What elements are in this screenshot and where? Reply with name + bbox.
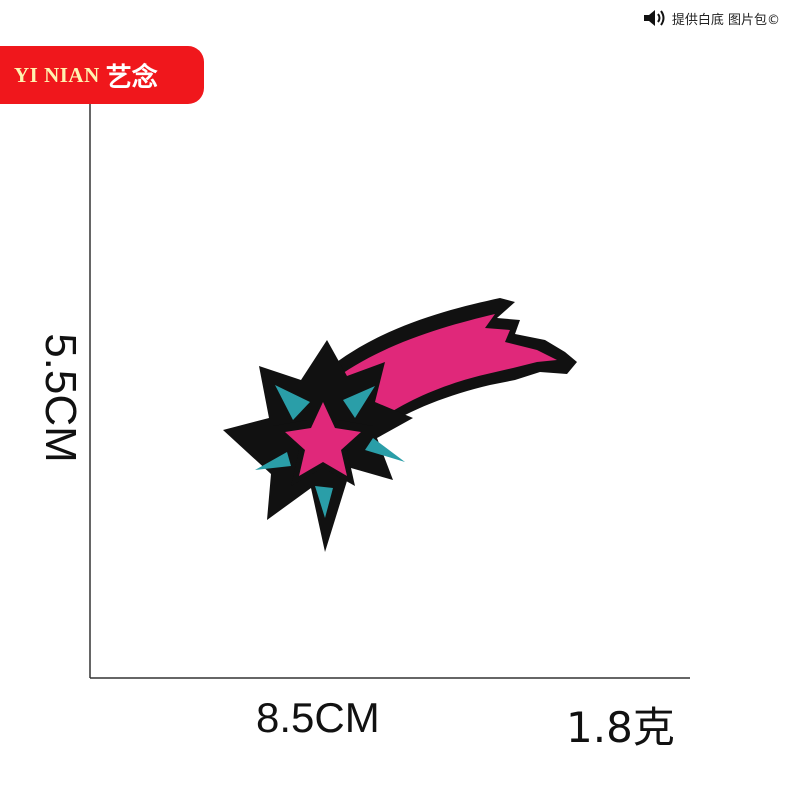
patch-teal-spike-2: [343, 386, 375, 418]
brand-name-cn: 艺念: [105, 62, 158, 93]
height-label: 5.5CM: [36, 333, 85, 463]
top-note-text: 提供白底 图片包©: [671, 12, 780, 28]
patch-teal-spike-3: [365, 438, 405, 462]
brand-badge: YI NIAN 艺念: [0, 46, 204, 104]
shooting-star-patch: [223, 298, 577, 552]
width-label: 8.5CM: [256, 694, 380, 741]
patch-teal-spike-1: [275, 385, 310, 420]
patch-teal-spike-4: [315, 486, 333, 518]
brand-name-en: YI NIAN: [14, 62, 100, 87]
patch-teal-spike-5: [255, 452, 291, 470]
weight-label: 1.8克: [566, 703, 675, 752]
top-note: 提供白底 图片包©: [642, 6, 780, 30]
patch-star-fill: [285, 402, 361, 476]
speaker-icon: [643, 10, 665, 26]
